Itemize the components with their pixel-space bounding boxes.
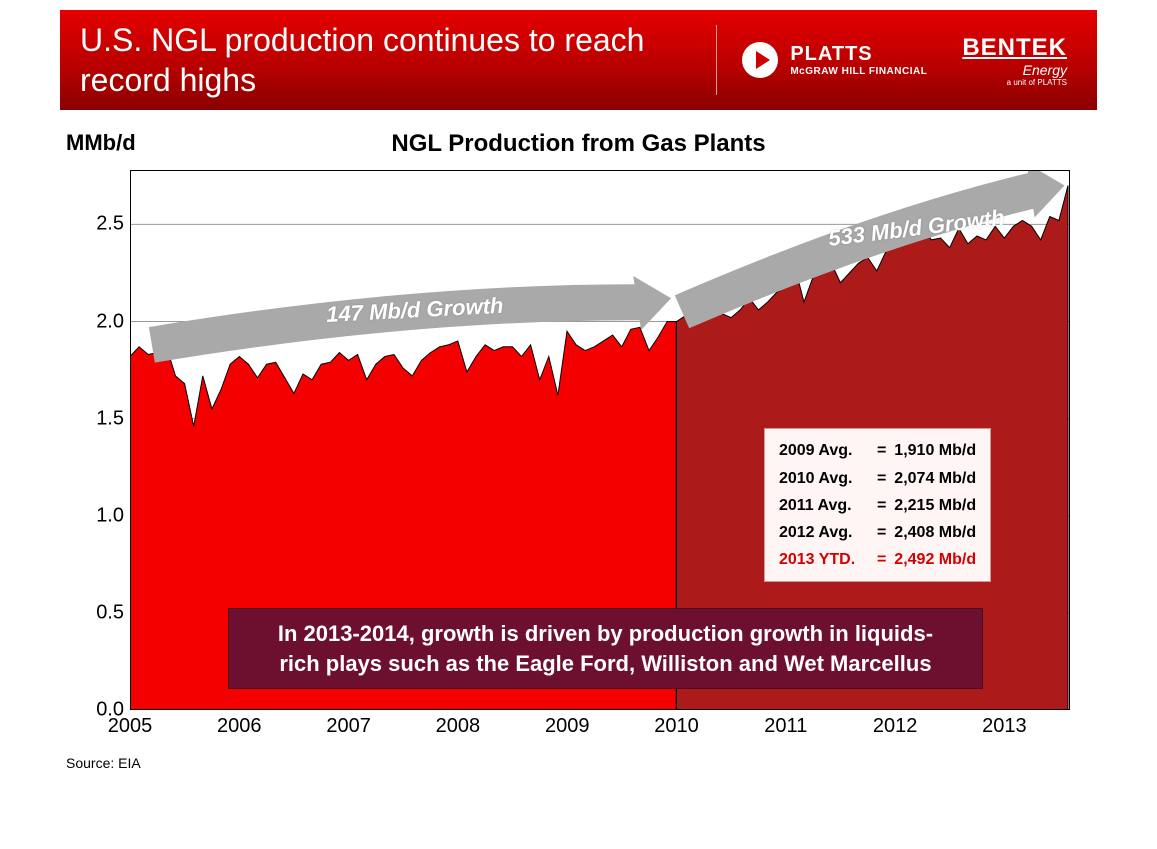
stat-row: 2009 Avg.=1,910 Mb/d <box>779 437 976 464</box>
bentek-logo: BENTEK Energy a unit of PLATTS <box>962 34 1067 87</box>
header-bar: U.S. NGL production continues to reach r… <box>60 10 1097 110</box>
stats-box: 2009 Avg.=1,910 Mb/d2010 Avg.=2,074 Mb/d… <box>764 428 991 582</box>
bentek-name: BENTEK <box>962 34 1067 61</box>
y-tick-label: 2.0 <box>80 310 124 333</box>
x-tick-label: 2006 <box>217 715 262 738</box>
x-tick-label: 2012 <box>873 715 918 738</box>
platts-logo: PLATTS McGRAW HILL FINANCIAL <box>742 42 927 78</box>
stat-row: 2013 YTD.=2,492 Mb/d <box>779 546 976 573</box>
y-tick-label: 1.0 <box>80 504 124 527</box>
stat-row: 2012 Avg.=2,408 Mb/d <box>779 519 976 546</box>
caption-line: rich plays such as the Eagle Ford, Willi… <box>245 649 965 679</box>
platts-name: PLATTS <box>790 43 927 66</box>
x-tick-label: 2013 <box>982 715 1027 738</box>
y-tick-label: 0.5 <box>80 601 124 624</box>
y-tick-label: 1.5 <box>80 407 124 430</box>
divider <box>716 25 717 95</box>
chart-container: MMb/d NGL Production from Gas Plants 0.0… <box>60 130 1097 770</box>
bentek-tag: a unit of PLATTS <box>962 78 1067 87</box>
x-tick-label: 2010 <box>654 715 699 738</box>
caption-line: In 2013-2014, growth is driven by produc… <box>245 619 965 649</box>
y-axis-ticks: 0.00.51.01.52.02.5 <box>80 170 124 710</box>
x-tick-label: 2007 <box>326 715 371 738</box>
bentek-sub: Energy <box>962 62 1067 78</box>
platts-sub: McGRAW HILL FINANCIAL <box>790 66 927 77</box>
stat-row: 2011 Avg.=2,215 Mb/d <box>779 492 976 519</box>
chart-plot-area: 147 Mb/d Growth533 Mb/d Growth2009 Avg.=… <box>130 170 1070 710</box>
x-tick-label: 2009 <box>545 715 590 738</box>
x-axis-ticks: 200520062007200820092010201120122013 <box>130 715 1070 745</box>
x-tick-label: 2011 <box>764 715 807 738</box>
y-tick-label: 2.5 <box>80 213 124 236</box>
x-tick-label: 2008 <box>436 715 481 738</box>
page-title: U.S. NGL production continues to reach r… <box>80 20 691 100</box>
chart-source: Source: EIA <box>66 755 141 771</box>
stat-row: 2010 Avg.=2,074 Mb/d <box>779 465 976 492</box>
play-icon <box>742 42 778 78</box>
chart-title: NGL Production from Gas Plants <box>60 130 1097 158</box>
caption-box: In 2013-2014, growth is driven by produc… <box>228 608 982 689</box>
x-tick-label: 2005 <box>108 715 153 738</box>
